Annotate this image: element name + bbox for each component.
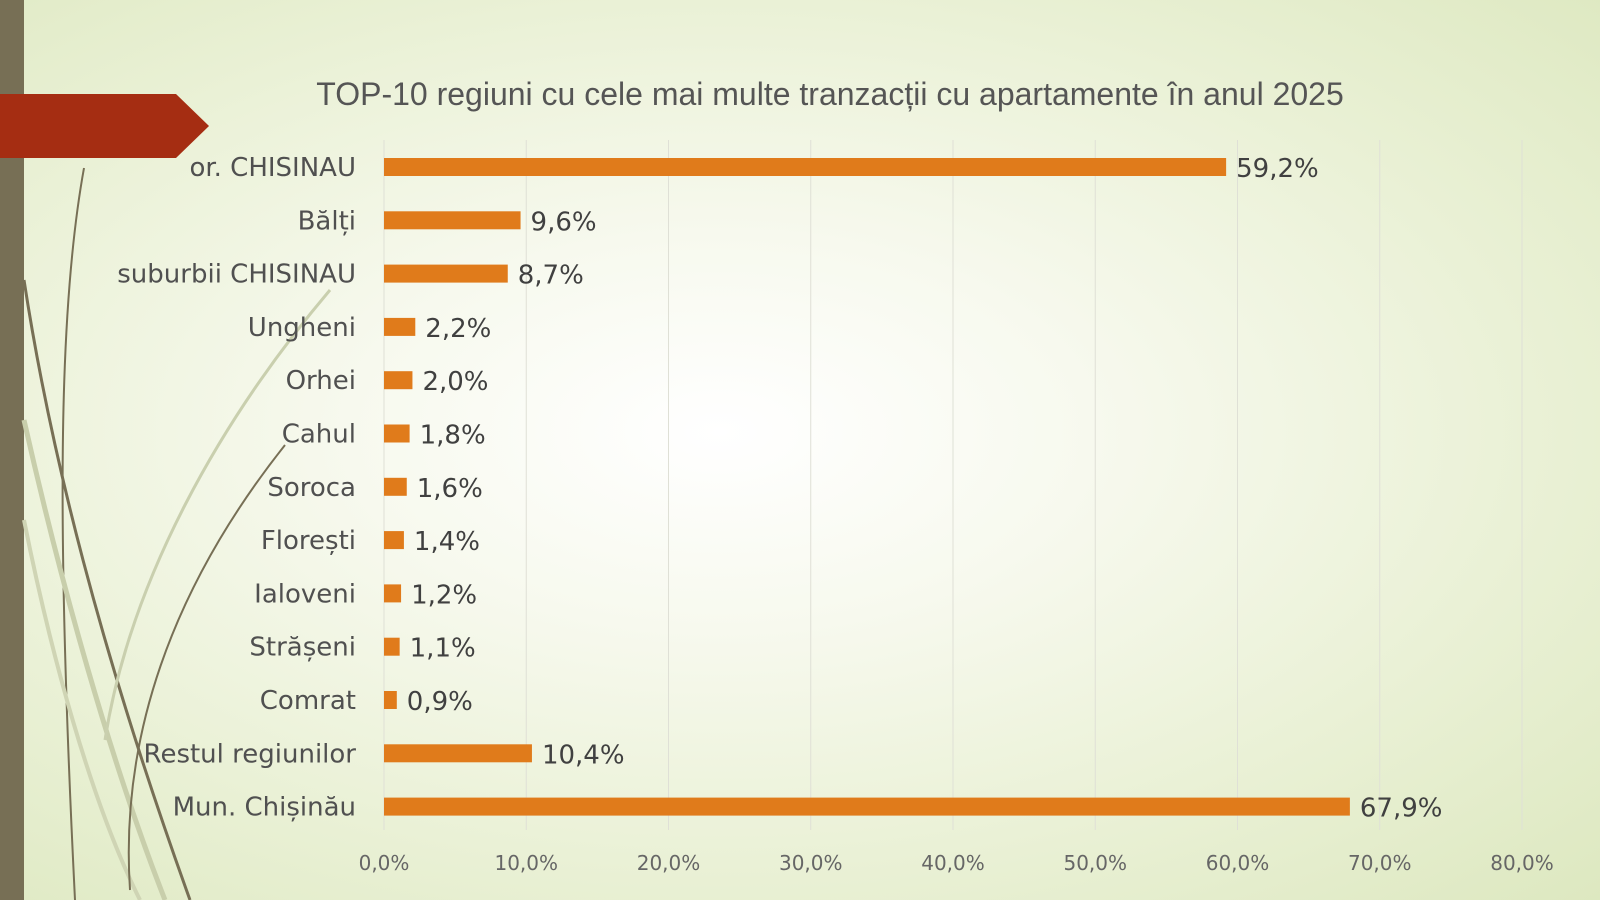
value-labels: 59,2% 9,6% 8,7% 2,2% 2,0% 1,8% 1,6% 1,4% 1,2% 1,1… (407, 154, 1443, 824)
bar (384, 158, 1227, 176)
data-label: 10,4% (542, 740, 625, 770)
category-label: Mun. Chișinău (173, 793, 356, 823)
chart-title: TOP-10 regiuni cu cele mai multe tranzac… (316, 76, 1344, 112)
category-label: Restul regiunilor (144, 739, 357, 769)
data-label: 8,7% (518, 261, 584, 291)
x-tick-label: 40,0% (921, 851, 985, 875)
category-label: Bălți (298, 206, 356, 236)
category-label: Florești (261, 526, 356, 556)
data-label: 1,1% (410, 634, 476, 664)
data-label: 0,9% (407, 687, 473, 717)
category-label: Cahul (282, 420, 356, 450)
data-label: 9,6% (531, 207, 597, 237)
title-accent-arrow (0, 94, 209, 158)
data-label: 1,8% (420, 421, 486, 451)
bar (384, 691, 397, 709)
data-label: 1,2% (411, 580, 477, 610)
category-label: Ialoveni (254, 579, 356, 609)
data-label: 1,6% (417, 474, 483, 504)
x-tick-label: 50,0% (1063, 851, 1127, 875)
gridlines (383, 140, 1523, 830)
bar (384, 424, 410, 443)
bar (384, 211, 521, 230)
bar (384, 637, 400, 656)
bar (384, 531, 404, 550)
data-label: 2,2% (425, 314, 491, 344)
x-axis-ticks: 0,0% 10,0% 20,0% 30,0% 40,0% 50,0% 60,0% 70,0% 8… (359, 851, 1554, 875)
data-label: 67,9% (1360, 794, 1443, 824)
data-label: 59,2% (1236, 154, 1319, 184)
bar (384, 371, 413, 390)
x-tick-label: 80,0% (1490, 851, 1554, 875)
bar (384, 477, 407, 496)
bar (384, 744, 532, 763)
x-tick-label: 20,0% (637, 851, 701, 875)
bar (384, 317, 416, 336)
bar (384, 797, 1350, 816)
x-tick-label: 0,0% (359, 851, 410, 875)
data-label: 1,4% (414, 527, 480, 557)
category-label: Ungheni (248, 313, 356, 343)
bars (384, 158, 1350, 816)
category-label: or. CHISINAU (189, 153, 356, 183)
x-tick-label: 70,0% (1348, 851, 1412, 875)
bar (384, 264, 508, 283)
category-label: Strășeni (249, 633, 356, 663)
x-tick-label: 30,0% (779, 851, 843, 875)
category-label: Orhei (286, 366, 356, 396)
category-label: Comrat (260, 686, 356, 716)
category-label: Soroca (267, 473, 356, 503)
bar (384, 584, 402, 603)
category-label: suburbii CHISINAU (117, 260, 356, 290)
x-tick-label: 10,0% (494, 851, 558, 875)
x-tick-label: 60,0% (1206, 851, 1270, 875)
data-label: 2,0% (422, 367, 488, 397)
category-labels: or. CHISINAU Bălți suburbii CHISINAU Unghen… (117, 153, 356, 823)
